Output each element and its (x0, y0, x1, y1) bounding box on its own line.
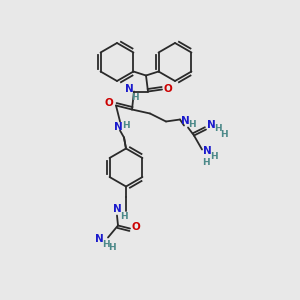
Text: O: O (132, 221, 140, 232)
Text: O: O (164, 85, 172, 94)
Text: N: N (207, 119, 215, 130)
Text: H: H (214, 124, 222, 133)
Text: H: H (122, 121, 130, 130)
Text: N: N (114, 122, 122, 133)
Text: H: H (202, 158, 210, 167)
Text: N: N (181, 116, 189, 125)
Text: N: N (112, 205, 122, 214)
Text: H: H (210, 152, 218, 161)
Text: H: H (108, 243, 116, 252)
Text: H: H (120, 212, 128, 221)
Text: H: H (131, 93, 139, 102)
Text: H: H (102, 240, 110, 249)
Text: N: N (202, 146, 211, 157)
Text: O: O (105, 98, 113, 107)
Text: H: H (188, 120, 196, 129)
Text: N: N (124, 85, 134, 94)
Text: N: N (94, 233, 103, 244)
Text: H: H (220, 130, 228, 139)
